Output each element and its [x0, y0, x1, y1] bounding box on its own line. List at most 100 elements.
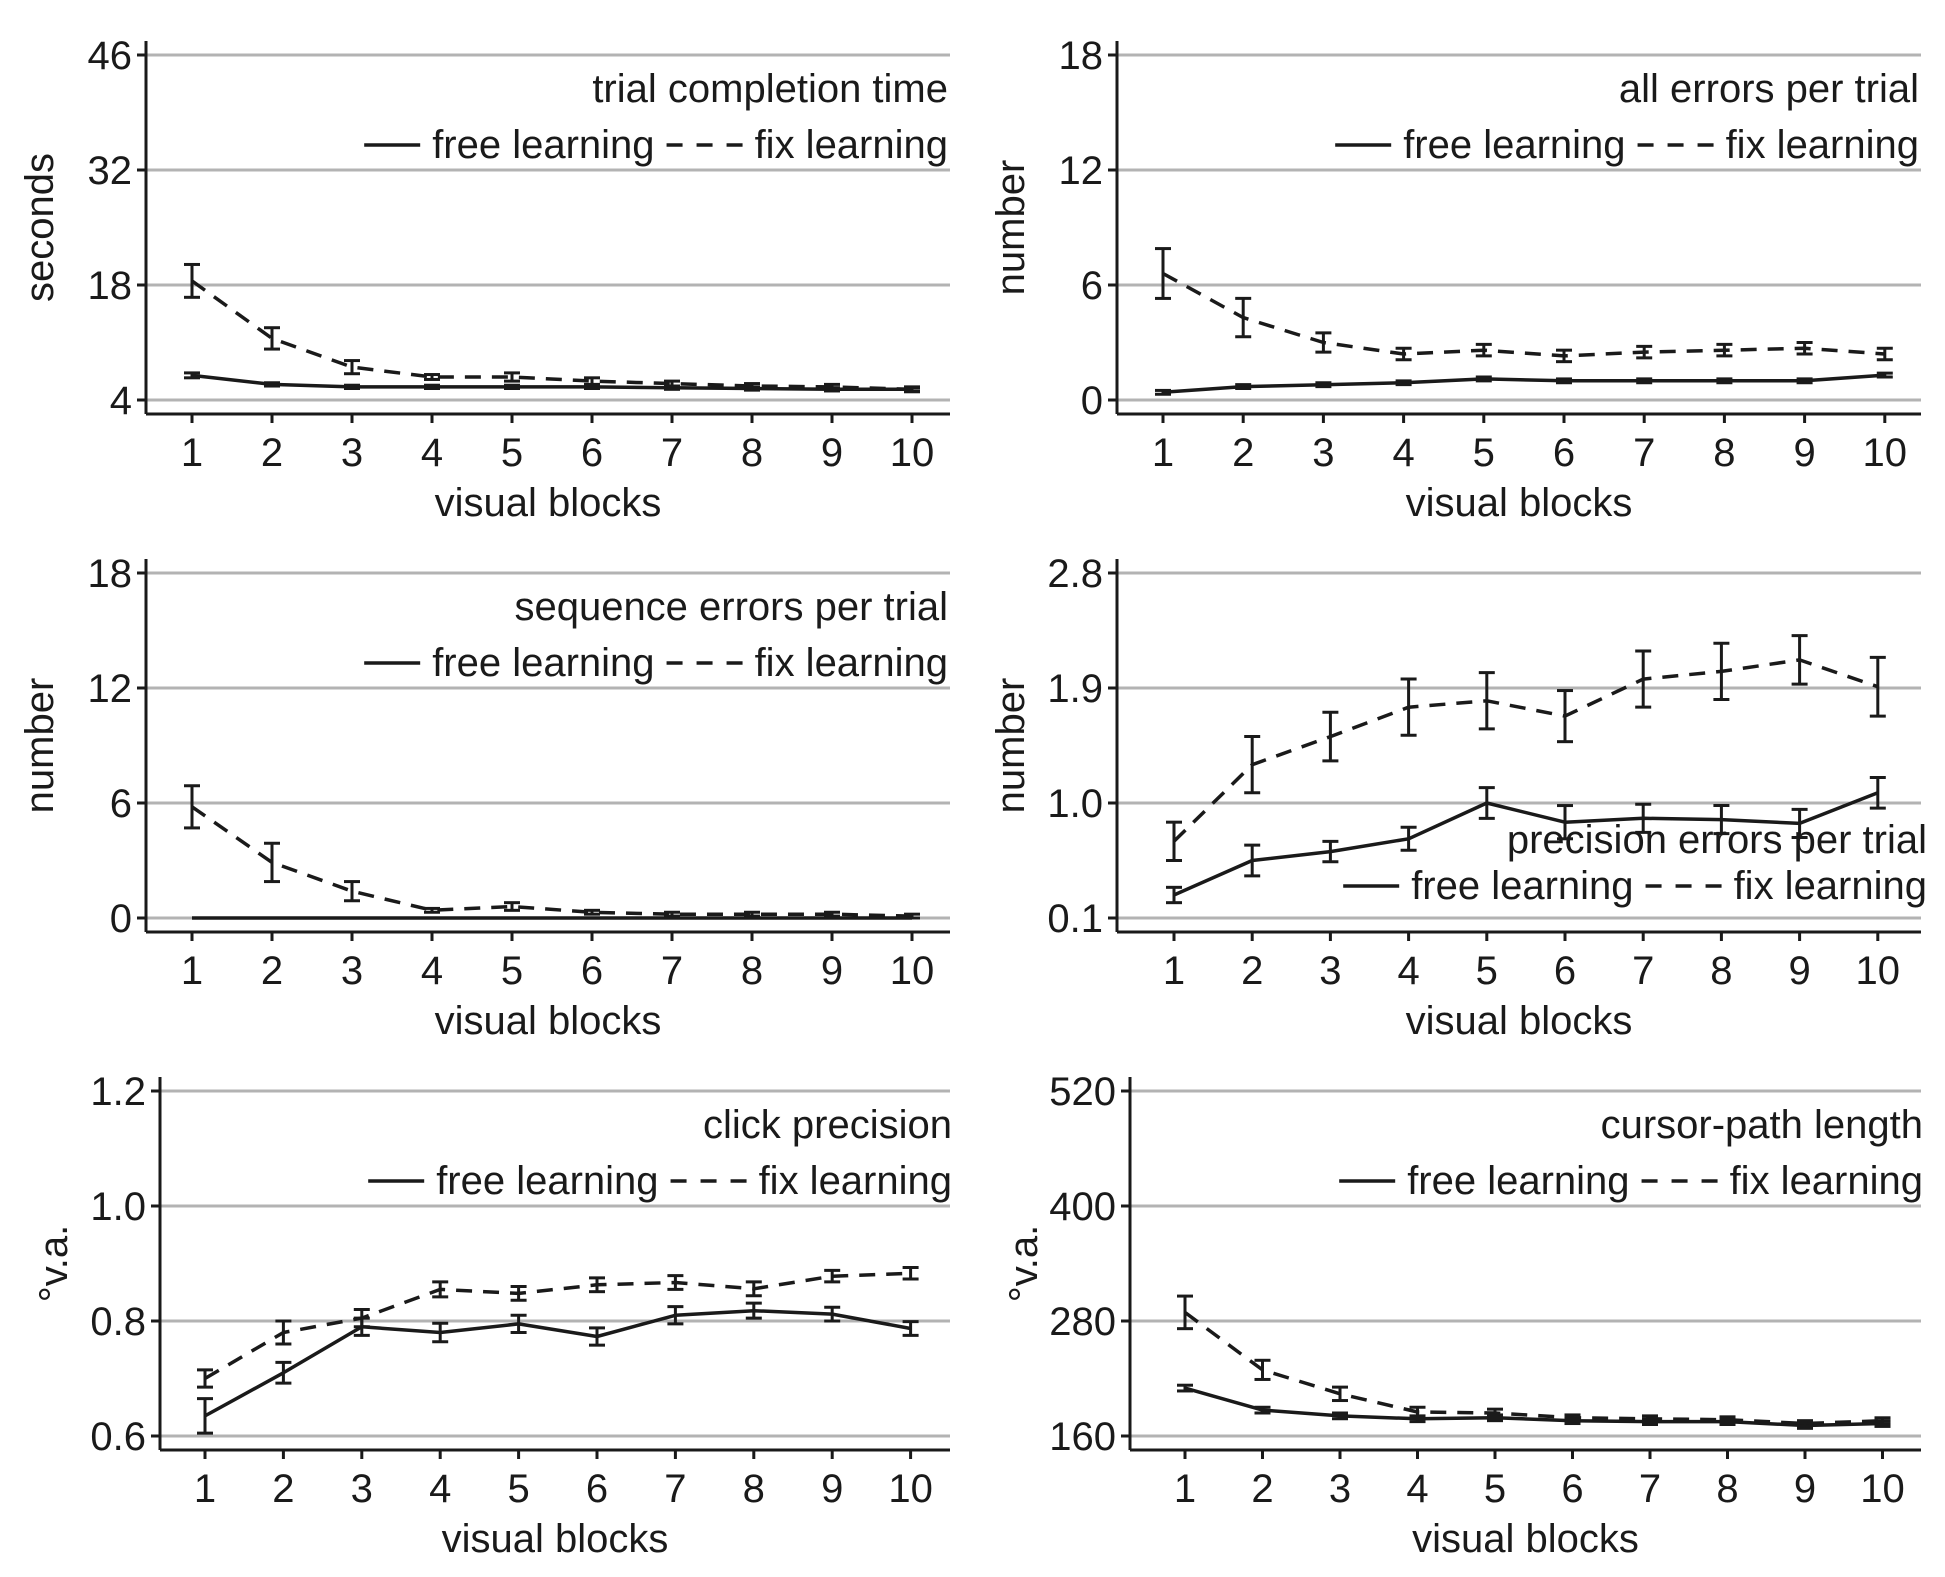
y-axis-label: number — [18, 678, 62, 814]
x-axis-label: visual blocks — [435, 999, 662, 1043]
fix-learning-error-bar — [584, 908, 600, 916]
free-learning-error-bar — [264, 381, 280, 388]
free-learning-error-bar — [1791, 807, 1808, 839]
fix-learning-error-bar — [1478, 671, 1495, 731]
free-learning-error-bar — [1155, 388, 1171, 396]
fix-learning-error-bar — [184, 262, 200, 299]
fix-learning-error-bar — [1564, 1413, 1581, 1423]
fix-learning-error-bar — [1254, 1358, 1271, 1381]
legend: free learning fix learning — [436, 1159, 952, 1203]
x-tick-label: 9 — [1794, 1467, 1816, 1511]
x-tick-label: 4 — [1406, 1467, 1428, 1511]
y-tick-label: 0.1 — [1047, 897, 1103, 941]
free-learning-error-bar — [510, 1313, 527, 1334]
x-axis-label: visual blocks — [442, 1517, 669, 1561]
free-learning-error-bar — [1395, 379, 1412, 387]
free-learning-error-bar — [1557, 804, 1573, 841]
fix-learning-error-bar — [1713, 641, 1730, 701]
fix-learning-error-bar — [1642, 1414, 1658, 1424]
x-tick-label: 5 — [507, 1467, 529, 1511]
x-tick-label: 2 — [261, 949, 283, 993]
y-tick-label: 520 — [1049, 1070, 1116, 1114]
legend: free learning fix learning — [1411, 864, 1927, 908]
x-tick-label: 10 — [1856, 949, 1901, 993]
free-learning-error-bar — [1400, 825, 1417, 852]
x-tick-label: 2 — [272, 1467, 294, 1511]
free-learning-error-bar — [1713, 804, 1730, 836]
legend-fix-label: fix learning — [1734, 864, 1927, 908]
free-learning-error-bar — [184, 371, 200, 380]
fix-learning-error-bar — [1796, 341, 1813, 356]
x-tick-label: 4 — [421, 949, 443, 993]
fix-learning-error-bar — [902, 1266, 919, 1281]
fix-learning-error-bar — [1315, 331, 1332, 354]
x-tick-label: 7 — [661, 949, 683, 993]
free-learning-error-bar — [824, 1305, 841, 1323]
x-tick-label: 2 — [1232, 431, 1254, 475]
fix-learning-error-bar — [504, 371, 520, 383]
free-learning-error-bar — [1244, 843, 1261, 878]
panel-4: 0.1 1.0 1.9 2.8 1 2 3 4 5 6 7 8 9 10 visual blocks numb… — [989, 552, 1927, 1043]
y-tick-label: 1.0 — [90, 1185, 146, 1229]
legend-fix-label: fix learning — [759, 1159, 952, 1203]
fix-learning-error-bar — [184, 784, 200, 830]
x-tick-label: 7 — [664, 1467, 686, 1511]
free-learning-error-bar — [1332, 1411, 1348, 1421]
x-tick-label: 2 — [1251, 1467, 1273, 1511]
free-learning-error-bar — [1177, 1383, 1193, 1393]
y-tick-label: 0 — [1081, 379, 1103, 423]
x-tick-label: 6 — [1553, 431, 1575, 475]
fix-learning-error-bar — [744, 910, 760, 918]
x-tick-label: 2 — [261, 431, 283, 475]
y-tick-label: 12 — [1059, 149, 1104, 193]
free-learning-error-bar — [1796, 377, 1813, 385]
legend-fix-label: fix learning — [1730, 1159, 1923, 1203]
y-tick-label: 18 — [1059, 34, 1104, 78]
fix-learning-error-bar — [1177, 1294, 1193, 1331]
fix-learning-error-bar — [344, 359, 360, 376]
y-tick-label: 4 — [110, 379, 132, 423]
fix-learning-line — [191, 805, 913, 918]
legend: free learning fix learning — [432, 123, 948, 167]
free-learning-error-bar — [275, 1360, 292, 1385]
x-tick-label: 9 — [821, 431, 843, 475]
x-tick-label: 4 — [421, 431, 443, 475]
x-tick-label: 8 — [741, 949, 763, 993]
fix-learning-error-bar — [1409, 1405, 1426, 1419]
free-learning-error-bar — [1475, 375, 1492, 383]
fix-learning-error-bar — [904, 912, 920, 920]
free-learning-line — [1162, 373, 1885, 395]
fix-learning-error-bar — [197, 1368, 213, 1389]
fix-learning-error-bar — [344, 880, 360, 903]
y-tick-label: 1.0 — [1047, 782, 1103, 826]
panel-1: 4 18 32 46 1 2 3 4 5 6 7 8 9 10 visual blocks seconds tr… — [18, 34, 950, 525]
legend-free-label: free learning — [432, 641, 654, 685]
fix-learning-line — [190, 279, 913, 392]
free-learning-error-bar — [745, 1301, 762, 1320]
chart-title: precision errors per trial — [1507, 818, 1927, 862]
fix-learning-error-bar — [1797, 1419, 1813, 1428]
x-tick-label: 4 — [1392, 431, 1414, 475]
fix-learning-error-bar — [353, 1308, 370, 1329]
fix-learning-error-bar — [1635, 649, 1652, 709]
x-tick-label: 3 — [341, 431, 363, 475]
fix-learning-error-bar — [1487, 1407, 1503, 1419]
y-tick-label: 32 — [88, 149, 133, 193]
fix-learning-error-bar — [264, 326, 280, 351]
x-tick-label: 5 — [1476, 949, 1498, 993]
free-learning-error-bar — [1556, 377, 1572, 385]
free-learning-error-bar — [504, 383, 520, 390]
free-learning-error-bar — [1876, 371, 1893, 379]
fix-learning-error-bar — [824, 1268, 841, 1284]
fix-learning-error-bar — [1155, 247, 1171, 300]
y-tick-label: 160 — [1049, 1415, 1116, 1459]
legend-free-label: free learning — [432, 123, 654, 167]
chart-title: sequence errors per trial — [514, 585, 948, 629]
x-tick-label: 10 — [1860, 1467, 1905, 1511]
chart-title: click precision — [703, 1103, 952, 1147]
y-tick-label: 18 — [88, 264, 133, 308]
fix-learning-error-bar — [744, 382, 760, 390]
x-axis-label: visual blocks — [435, 481, 662, 525]
